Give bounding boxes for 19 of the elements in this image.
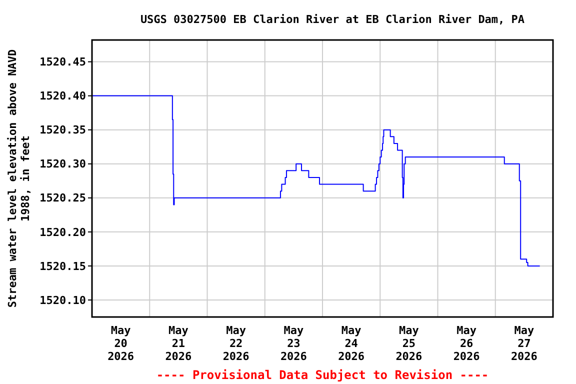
x-tick-label: May 23 2026 [280,324,308,363]
y-tick-label: 1520.45 [40,56,86,69]
x-tick-label: May 24 2026 [338,324,365,363]
y-tick-label: 1520.15 [40,260,86,273]
y-tick-label: 1520.10 [40,294,86,307]
y-tick-label: 1520.20 [40,226,86,239]
x-tick-label: May 27 2026 [510,324,538,363]
y-tick-label: 1520.35 [40,124,86,137]
y-tick-label: 1520.25 [40,192,86,205]
chart-title: USGS 03027500 EB Clarion River at EB Clarion River Dam, PA [140,13,525,26]
x-tick-label: May 20 2026 [108,324,134,363]
x-tick-label: May 22 2026 [222,324,250,363]
y-tick-label: 1520.30 [40,158,86,171]
x-tick-label: May 21 2026 [165,324,192,363]
y-tick-label: 1520.40 [40,90,86,103]
text: ---- Provisional Data Subject to Revision ---- [156,368,489,382]
x-tick-label: May 26 2026 [453,324,480,363]
x-tick-label: May 25 2026 [396,324,423,363]
y-axis-title: Stream water level elevation above NAVD 1988, in feet [6,48,32,308]
